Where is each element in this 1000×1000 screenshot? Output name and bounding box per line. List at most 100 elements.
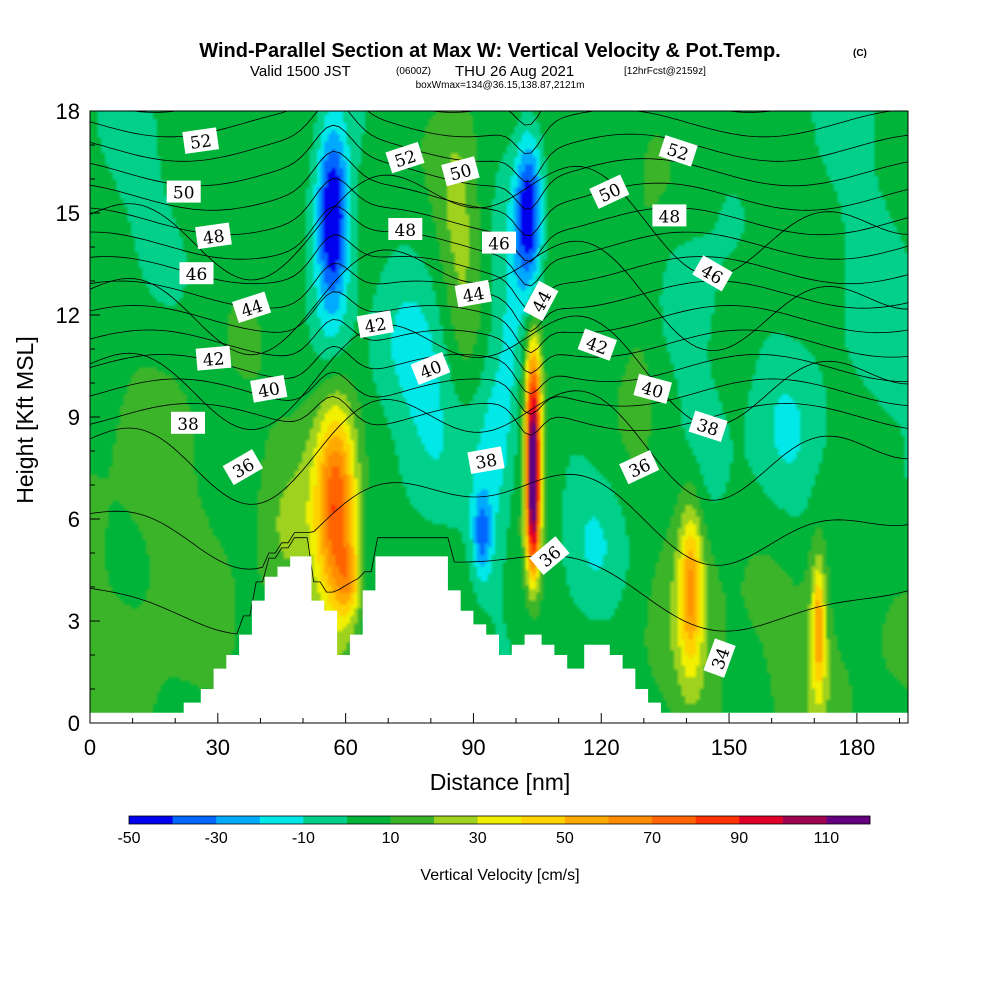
y-axis-label: Height [Kft MSL]: [12, 336, 38, 503]
contour-label: 46: [482, 231, 516, 255]
colorbar-swatch: [695, 816, 740, 824]
colorbar-swatch: [346, 816, 391, 824]
colorbar-swatch: [782, 816, 827, 824]
theta-contour-line: [90, 390, 908, 505]
y-tick-label: 3: [68, 609, 80, 634]
contour-label: 46: [179, 262, 214, 285]
theta-contour-line: [90, 315, 908, 431]
contour-label-text: 46: [186, 265, 208, 285]
colorbar-swatch: [129, 816, 173, 824]
colorbar-label: Vertical Velocity [cm/s]: [420, 867, 579, 884]
theta-contour-line: [90, 371, 908, 415]
colorbar-swatch: [390, 816, 435, 824]
contour-label: 50: [441, 156, 480, 187]
colorbar-swatch: [652, 816, 696, 824]
theta-contour-line: [90, 395, 908, 436]
contour-label: 48: [652, 204, 687, 227]
x-tick-label: 30: [206, 735, 230, 760]
chart-title: Wind-Parallel Section at Max W: Vertical…: [199, 40, 780, 62]
x-tick-label: 90: [461, 735, 485, 760]
contour-label-text: 38: [474, 450, 499, 473]
contour-label: 44: [454, 279, 492, 308]
x-tick-label: 60: [333, 735, 357, 760]
y-tick-label: 12: [56, 303, 80, 328]
colorbar-tick-label: -10: [292, 830, 315, 847]
contour-label: 50: [589, 174, 630, 209]
colorbar-swatch: [303, 816, 348, 824]
x-tick-label: 0: [84, 735, 96, 760]
title-units: (C): [853, 48, 867, 59]
potential-temperature-contours: [90, 111, 908, 635]
contour-label: 42: [356, 310, 394, 339]
contour-label-text: 50: [173, 184, 195, 204]
y-tick-label: 9: [68, 405, 80, 430]
forecast-info: [12hrFcst@2159z]: [624, 66, 706, 77]
contour-label: 38: [688, 410, 728, 442]
vertical-velocity-field: [90, 111, 908, 723]
colorbar-swatch: [608, 816, 653, 824]
contour-label: 48: [388, 218, 423, 241]
theta-contour-line: [90, 234, 908, 310]
x-axis: 0 30 60 90 120 150 180: [84, 713, 900, 760]
colorbar-swatch: [739, 816, 784, 824]
contour-label-text: 46: [488, 235, 510, 255]
y-tick-label: 0: [68, 711, 80, 736]
colorbar-swatch: [477, 816, 522, 824]
colorbar-swatch: [826, 816, 871, 824]
y-axis: 0 3 6 9 12 15 18: [56, 99, 100, 736]
theta-contour-line: [90, 291, 908, 354]
colorbar-swatch: [564, 816, 609, 824]
contour-label: 48: [195, 222, 232, 249]
colorbar-tick-label: 70: [643, 830, 661, 847]
theta-contour-line: [90, 165, 908, 281]
valid-utc: (0600Z): [396, 66, 431, 77]
contour-label: 40: [250, 375, 288, 403]
contour-label: 52: [182, 127, 220, 154]
theta-contour-line: [90, 111, 908, 182]
colorbar-tick-label: -50: [117, 830, 140, 847]
colorbar-tick-label: 110: [814, 830, 840, 847]
theta-contour-line: [131, 111, 775, 126]
x-tick-label: 180: [839, 735, 876, 760]
colorbar-swatch: [172, 816, 217, 824]
contour-label-text: 48: [394, 221, 416, 241]
y-tick-label: 15: [56, 201, 80, 226]
x-tick-label: 120: [583, 735, 620, 760]
x-tick-label: 150: [711, 735, 748, 760]
colorbar-tick-label: 50: [556, 830, 574, 847]
contour-label-text: 40: [257, 379, 282, 402]
colorbar-swatch: [259, 816, 304, 824]
colorbar-swatch: [216, 816, 261, 824]
colorbar-tick-label: 10: [382, 830, 400, 847]
y-tick-label: 18: [56, 99, 80, 124]
theta-contour-line: [90, 206, 908, 287]
theta-contour-line: [90, 124, 908, 210]
colorbar-tick-label: -30: [205, 830, 228, 847]
contour-label-text: 38: [177, 415, 199, 435]
theta-contour-line: [90, 150, 908, 237]
theta-contour-line: [90, 319, 908, 374]
theta-contour-line: [90, 111, 896, 154]
terrain-mask: [90, 556, 908, 723]
x-axis-label: Distance [nm]: [430, 769, 571, 795]
contour-label-text: 48: [659, 207, 681, 227]
colorbar-tick-label: 90: [730, 830, 748, 847]
contour-label-text: 48: [202, 226, 226, 249]
theta-contour-line: [90, 263, 908, 332]
contour-label: 44: [523, 280, 559, 322]
contour-label: 34: [703, 638, 736, 678]
contour-label: 38: [171, 411, 205, 435]
contour-label: 42: [195, 345, 232, 371]
contour-label: 38: [467, 446, 505, 475]
valid-date: THU 26 Aug 2021: [455, 63, 574, 80]
box-info: boxWmax=134@36.15,138.87,2121m: [416, 80, 585, 91]
theta-contour-line: [90, 537, 908, 635]
contour-label-text: 42: [202, 349, 225, 371]
theta-contour-line: [90, 473, 908, 570]
colorbar: -50 -30 -10 10 30 50 70 90 110: [117, 815, 871, 847]
contour-label-text: 42: [363, 314, 388, 337]
contour-label-text: 44: [461, 284, 486, 307]
colorbar-tick-label: 30: [469, 830, 487, 847]
